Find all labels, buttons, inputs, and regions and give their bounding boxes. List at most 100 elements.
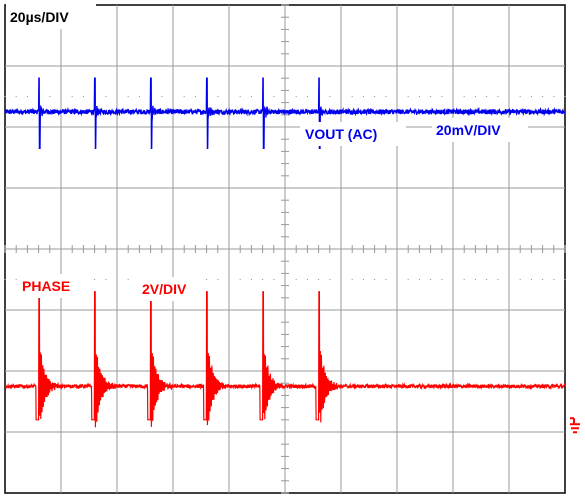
grid-dot [463,278,465,281]
grid-dot [194,95,196,98]
labels: 20µs/DIV VOUT (AC) 20mV/DIV PHASE 2V/DIV [6,4,528,301]
grid-dot [250,278,252,281]
grid-dot [486,95,488,98]
grid-dot [49,95,51,98]
grid-dot [127,95,129,98]
grid-dot [351,278,353,281]
grid-dot [161,95,163,98]
phase-series-label: PHASE [22,278,70,294]
grid-dot [127,278,129,281]
grid-dot [385,278,387,281]
phase-scale-label: 2V/DIV [142,281,187,297]
grid-dot [519,278,521,281]
vout-trace [4,77,566,150]
grid-dot [418,278,420,281]
grid-dot [564,95,566,98]
grid-dot [396,95,398,98]
grid-dot [564,278,566,281]
grid-dot [385,95,387,98]
phase-scale-bg [138,277,206,301]
vout-series-label: VOUT (AC) [305,126,377,142]
grid-dot [183,95,185,98]
grid-dot [239,278,241,281]
ground-reference-icon [570,417,580,434]
grid-dot [340,95,342,98]
grid-dot [284,95,286,98]
grid-dot [273,95,275,98]
grid-dot [71,95,73,98]
grid-dot [463,95,465,98]
grid-dot [452,278,454,281]
grid-dot [418,95,420,98]
grid-dot [474,95,476,98]
grid-dot [239,95,241,98]
grid-dot [15,95,17,98]
vout-scale-bg [432,118,528,142]
grid-dot [362,95,364,98]
grid-dot [441,278,443,281]
grid-dot [407,95,409,98]
grid-dot [250,95,252,98]
grid-dot [105,95,107,98]
grid-dot [105,278,107,281]
vout-scale-label: 20mV/DIV [436,122,501,138]
grid-dot [530,95,533,98]
phase-label-bg [18,274,90,298]
grid-dot [15,278,17,281]
grid-dot [4,95,6,98]
grid-dot [351,95,353,98]
grid-dot [217,278,219,281]
grid-dot [374,95,376,98]
grid-dot [329,278,331,281]
grid-dot [206,278,208,281]
grid-dot [295,95,297,98]
grid-dot [273,278,275,281]
grid-dot [295,278,297,281]
timebase-label-bg [6,4,96,29]
grid-dot [430,95,432,98]
grid-dot [542,95,544,98]
grid-dot [306,278,308,281]
grid-dot [116,278,118,281]
grid-dot [306,95,308,98]
phase-trace [4,291,566,428]
grid-dot [217,95,219,98]
grid-dot [553,278,555,281]
grid-dot [228,95,230,98]
grid-dot [374,278,376,281]
grid-dot [262,278,264,281]
grid-dot [94,278,96,281]
grid-dot [340,278,342,281]
timebase-label: 20µs/DIV [10,9,69,25]
vout-label-bg [300,122,406,146]
grid-dot [530,278,533,281]
grid-dot [116,95,118,98]
grid-dot [228,278,230,281]
grid-dot [284,278,286,281]
grid-dot [26,95,28,98]
grid-dot [553,95,555,98]
grid-dot [430,278,432,281]
grid-dot [60,95,62,98]
grid-dot [4,278,6,281]
grid-dot [497,278,499,281]
traces [4,77,566,428]
grid-dot [172,95,174,98]
grid-dot [519,95,521,98]
grid-dot [82,95,84,98]
grid-dot [138,95,140,98]
grid-dot [508,278,510,281]
grid-dot [497,95,499,98]
grid-dot [362,278,364,281]
scope-grid [4,4,566,494]
grid-dot [452,95,454,98]
grid-dot [318,278,320,281]
grid-dot [396,278,398,281]
grid-dot [407,278,409,281]
grid-dot [474,278,476,281]
grid-dot [441,95,443,98]
grid-dot [329,95,331,98]
grid-dot [508,95,510,98]
grid-dot [542,278,544,281]
